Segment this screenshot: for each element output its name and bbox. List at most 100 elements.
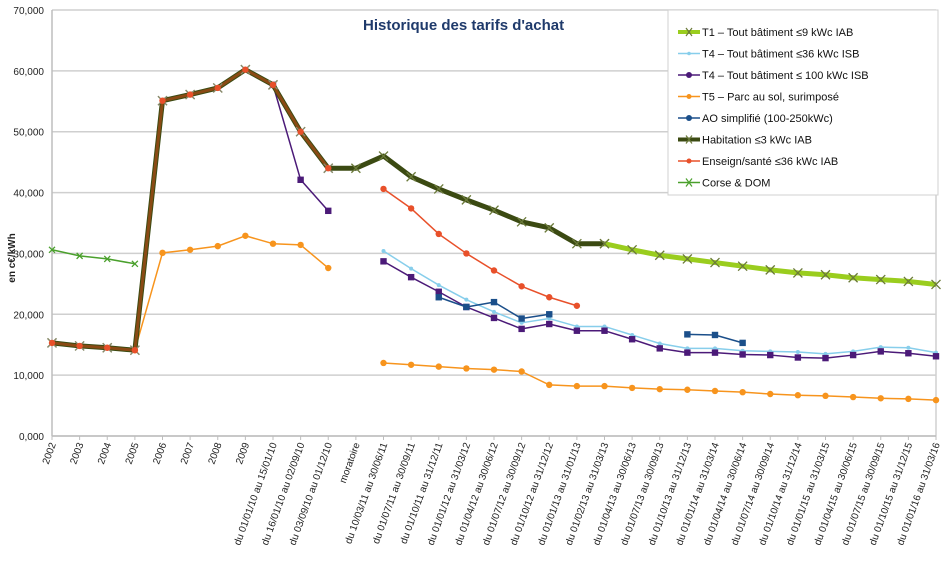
data-point-marker <box>380 258 387 265</box>
data-point-marker <box>739 388 746 396</box>
data-point-marker <box>795 350 800 355</box>
legend-label: Corse & DOM <box>702 178 770 190</box>
data-point-marker <box>877 395 884 402</box>
y-tick-label: 40,000 <box>13 189 44 200</box>
data-point-marker <box>573 327 581 334</box>
data-point-marker <box>573 382 581 390</box>
data-point-marker <box>463 303 470 311</box>
data-point-marker <box>602 324 607 329</box>
data-point-marker <box>461 194 472 205</box>
data-point-marker <box>682 253 693 264</box>
data-point-marker <box>767 390 774 398</box>
data-point-marker <box>573 302 581 309</box>
legend-marker <box>686 115 692 121</box>
data-point-marker <box>713 346 717 351</box>
series-line <box>383 188 578 307</box>
data-point-marker <box>297 128 304 135</box>
y-tick-label: 10,000 <box>13 371 44 382</box>
data-point-marker <box>848 272 859 283</box>
data-point-marker <box>380 185 387 193</box>
data-point-marker <box>489 205 499 216</box>
data-point-marker <box>823 351 828 356</box>
data-point-marker <box>849 393 857 401</box>
legend-marker <box>687 51 691 56</box>
legend-item: T5 – Parc au sol, surimposé <box>678 92 839 104</box>
data-point-marker <box>546 294 553 301</box>
data-point-marker <box>490 366 498 373</box>
data-point-marker <box>739 351 746 358</box>
legend-label: Habitation ≤3 kWc IAB <box>702 135 812 147</box>
data-point-marker <box>131 260 139 268</box>
legend-label: T4 – Tout bâtiment ≤ 100 kWc ISB <box>702 70 869 82</box>
legend-item: AO simplifié (100-250kWc) <box>678 113 833 125</box>
y-tick-label: 50,000 <box>13 128 44 139</box>
data-point-marker <box>684 386 691 393</box>
legend-marker <box>686 158 692 164</box>
legend-label: T1 – Tout bâtiment ≤9 kWc IAB <box>702 27 853 39</box>
data-point-marker <box>877 348 884 355</box>
data-point-marker <box>684 349 691 356</box>
data-point-marker <box>685 346 690 351</box>
data-point-marker <box>849 351 857 359</box>
data-point-marker <box>822 392 829 400</box>
data-point-marker <box>656 345 663 352</box>
data-point-marker <box>630 332 635 337</box>
data-point-marker <box>297 241 304 249</box>
data-point-marker <box>599 238 610 249</box>
data-point-marker <box>737 261 748 272</box>
data-point-marker <box>104 344 111 351</box>
data-point-marker <box>601 327 608 334</box>
data-point-marker <box>407 361 415 368</box>
data-point-marker <box>657 341 662 346</box>
legend: T1 – Tout bâtiment ≤9 kWc IAB T4 – Tout b… <box>667 9 939 196</box>
y-tick-label: 0,000 <box>19 432 44 443</box>
data-point-marker <box>516 216 527 227</box>
data-point-marker <box>407 205 415 212</box>
data-point-marker <box>186 91 194 98</box>
series-7 <box>48 246 139 268</box>
data-point-marker <box>627 244 638 255</box>
data-point-marker <box>463 250 470 257</box>
series-3 <box>131 232 940 404</box>
legend-item: T1 – Tout bâtiment ≤9 kWc IAB <box>678 27 853 39</box>
data-point-marker <box>325 207 332 215</box>
data-point-marker <box>48 339 56 347</box>
y-axis-label: en c€/kWh <box>7 233 18 282</box>
data-point-marker <box>684 331 691 338</box>
legend-marker <box>685 135 693 144</box>
series-2 <box>269 81 940 362</box>
series-1 <box>381 248 938 356</box>
data-point-marker <box>297 176 304 183</box>
data-point-marker <box>544 222 555 233</box>
data-point-marker <box>656 385 663 393</box>
data-point-marker <box>103 255 111 263</box>
data-point-marker <box>378 151 389 162</box>
data-point-marker <box>381 248 386 253</box>
data-point-marker <box>76 342 83 350</box>
data-point-marker <box>906 345 911 350</box>
data-point-marker <box>242 232 249 239</box>
data-point-marker <box>159 97 166 104</box>
legend-marker <box>686 94 692 99</box>
data-point-marker <box>905 395 912 403</box>
data-point-marker <box>794 392 802 399</box>
data-point-marker <box>875 274 886 285</box>
legend-item: Corse & DOM <box>678 178 770 190</box>
data-point-marker <box>792 267 803 278</box>
data-point-marker <box>546 320 553 328</box>
data-point-marker <box>711 387 719 395</box>
data-point-marker <box>518 283 525 290</box>
data-point-marker <box>519 320 524 325</box>
data-point-marker <box>490 267 498 274</box>
data-point-marker <box>820 269 831 280</box>
data-point-marker <box>518 315 525 322</box>
legend-marker <box>685 178 693 187</box>
legend-label: T5 – Parc au sol, surimposé <box>702 92 839 104</box>
data-point-marker <box>931 279 941 290</box>
legend-marker <box>685 27 693 37</box>
legend-item: T4 – Tout bâtiment ≤36 kWc ISB <box>678 49 859 61</box>
legend-label: T4 – Tout bâtiment ≤36 kWc ISB <box>702 49 859 61</box>
data-point-marker <box>214 84 221 92</box>
data-point-marker <box>490 298 498 306</box>
data-point-marker <box>932 396 940 404</box>
